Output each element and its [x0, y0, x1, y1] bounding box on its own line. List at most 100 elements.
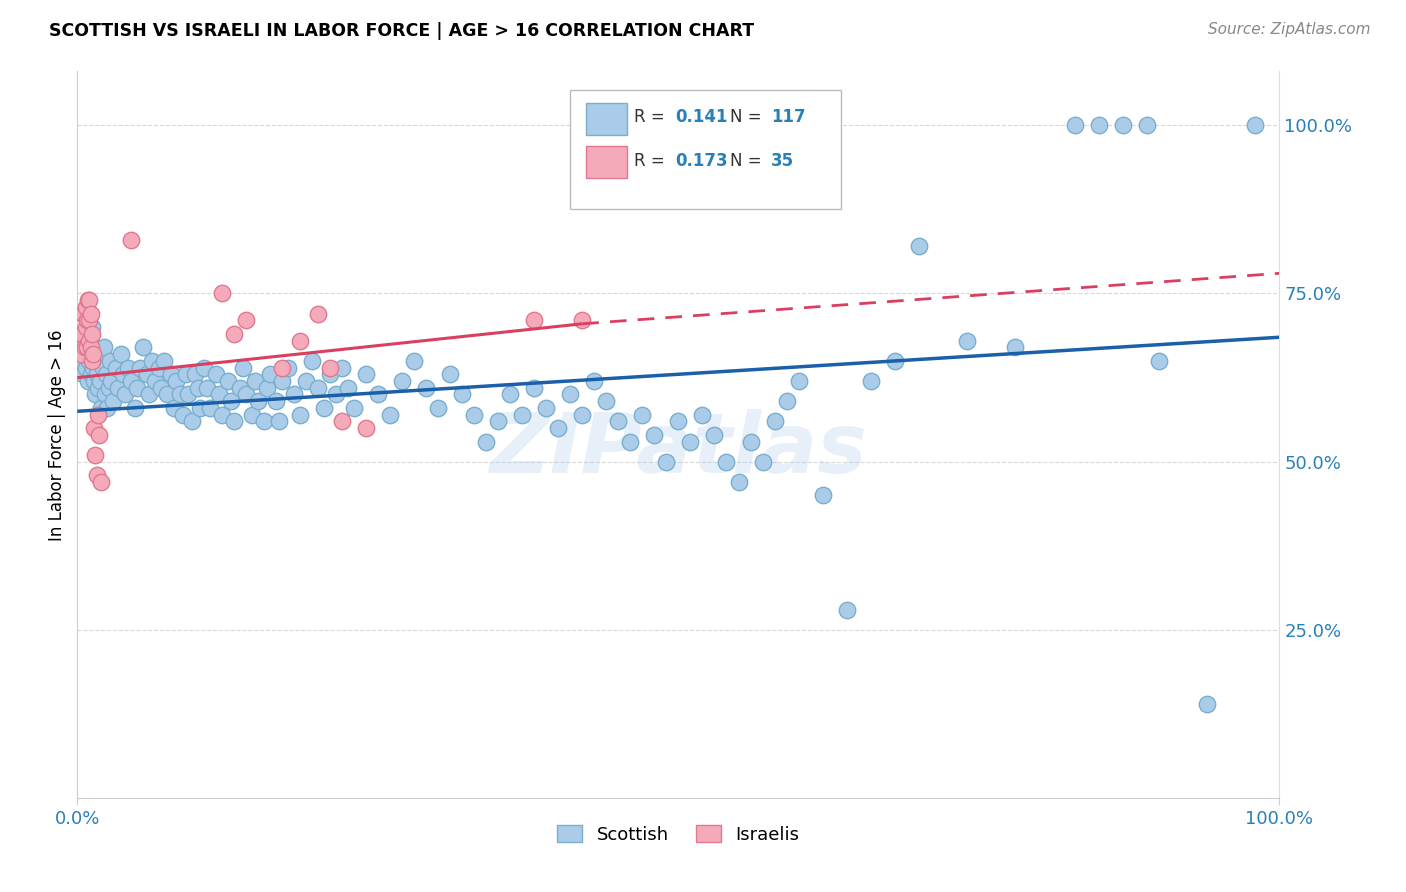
Point [70, 347, 93, 361]
Point [228, 381, 250, 395]
Text: Source: ZipAtlas.com: Source: ZipAtlas.com [1208, 22, 1371, 37]
Point [100, 374, 122, 388]
Point [77, 374, 100, 388]
Point [195, 381, 218, 395]
Point [354, 368, 377, 382]
Point [211, 408, 233, 422]
Point [571, 313, 593, 327]
Point [560, 387, 582, 401]
Point [235, 313, 257, 327]
Point [571, 408, 593, 422]
Point [246, 394, 269, 409]
Point [72, 368, 94, 382]
Point [619, 434, 641, 449]
Point [90, 475, 112, 489]
Point [76, 347, 98, 361]
Point [76, 340, 98, 354]
Point [87, 408, 110, 422]
Point [172, 408, 194, 422]
Text: 0.173: 0.173 [675, 152, 727, 169]
Text: R =: R = [634, 108, 669, 126]
Point [87, 381, 110, 395]
Point [72, 307, 94, 321]
Text: 0.141: 0.141 [675, 108, 727, 126]
Point [96, 401, 118, 415]
Point [84, 448, 107, 462]
Point [859, 374, 882, 388]
Text: 117: 117 [770, 108, 806, 126]
Point [312, 401, 335, 415]
Point [169, 387, 191, 401]
Point [523, 313, 546, 327]
Point [87, 353, 110, 368]
Point [595, 394, 617, 409]
Point [156, 387, 179, 401]
Point [692, 408, 714, 422]
Point [90, 401, 112, 415]
Point [75, 300, 97, 314]
Point [177, 387, 200, 401]
Point [204, 368, 226, 382]
Point [83, 374, 105, 388]
Point [1136, 118, 1159, 132]
Point [1088, 118, 1111, 132]
Point [1197, 697, 1219, 711]
Point [184, 368, 207, 382]
Point [80, 326, 103, 341]
Point [136, 368, 159, 382]
Point [82, 347, 104, 361]
Point [643, 428, 665, 442]
Point [128, 360, 150, 375]
Point [222, 414, 245, 428]
Point [956, 334, 979, 348]
Point [79, 340, 101, 354]
Point [222, 326, 245, 341]
Point [475, 434, 498, 449]
Point [82, 360, 104, 375]
Point [336, 381, 359, 395]
Text: N =: N = [730, 108, 766, 126]
Point [73, 340, 96, 354]
Point [294, 374, 316, 388]
Point [319, 368, 342, 382]
Point [153, 353, 176, 368]
Legend: Scottish, Israelis: Scottish, Israelis [550, 818, 807, 851]
FancyBboxPatch shape [586, 146, 627, 178]
Point [80, 347, 103, 361]
Point [486, 414, 509, 428]
Point [908, 239, 931, 253]
Point [523, 381, 546, 395]
Point [98, 353, 121, 368]
Point [79, 307, 101, 321]
Point [259, 368, 281, 382]
Point [727, 475, 749, 489]
Point [679, 434, 702, 449]
Point [219, 394, 242, 409]
Point [97, 381, 120, 395]
Point [120, 233, 142, 247]
Point [354, 421, 377, 435]
Point [330, 360, 353, 375]
Point [269, 414, 291, 428]
Point [775, 394, 797, 409]
Point [103, 394, 125, 409]
Point [77, 293, 100, 308]
Point [270, 360, 292, 375]
Point [84, 353, 107, 368]
Point [75, 360, 97, 375]
Point [631, 408, 654, 422]
Point [325, 387, 347, 401]
Point [1004, 340, 1026, 354]
Point [1149, 353, 1171, 368]
Point [76, 313, 98, 327]
Point [83, 340, 105, 354]
Point [307, 307, 329, 321]
Point [451, 387, 474, 401]
Point [288, 334, 311, 348]
Point [307, 381, 329, 395]
Point [141, 353, 163, 368]
Point [162, 401, 184, 415]
Point [150, 381, 173, 395]
Point [180, 414, 202, 428]
Point [668, 414, 690, 428]
